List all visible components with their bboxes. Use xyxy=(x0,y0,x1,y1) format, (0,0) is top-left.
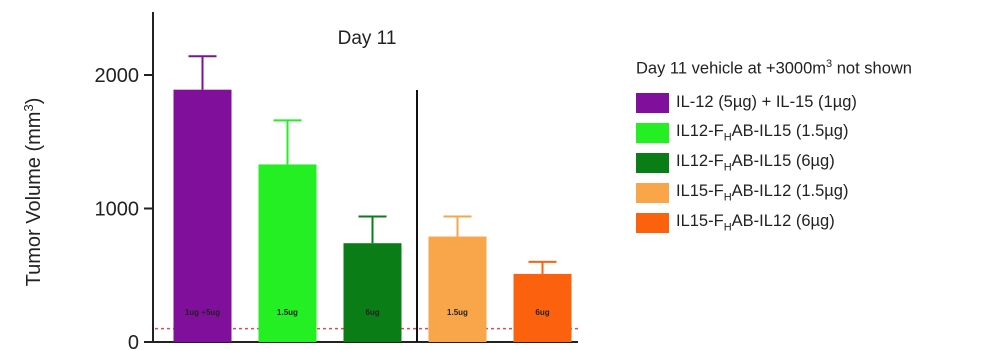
bar xyxy=(343,243,402,342)
bar-dose-label: 6ug xyxy=(535,308,549,317)
legend-swatch xyxy=(636,212,669,233)
y-tick-label: 2000 xyxy=(95,65,140,87)
bar-dose-label: 6ug xyxy=(365,308,379,317)
legend-swatch xyxy=(636,92,669,113)
bars: 1ug +5ug 1.5ug 6ug 1.5ug 6ug xyxy=(173,55,572,342)
bar-dose-label: 1.5ug xyxy=(447,308,468,317)
legend-item: IL12-FHAB-IL15 (1.5µg) xyxy=(636,118,912,148)
legend-label: IL15-FHAB-IL12 (1.5µg) xyxy=(676,181,849,204)
legend-swatch xyxy=(636,122,669,143)
y-axis-label: Tumor Volume (mm3) xyxy=(21,98,46,287)
legend-label: IL15-FHAB-IL12 (6µg) xyxy=(676,211,835,234)
legend-swatch xyxy=(636,152,669,173)
legend-item: IL-12 (5µg) + IL-15 (1µg) xyxy=(636,88,912,118)
legend-label: IL12-FHAB-IL15 (1.5µg) xyxy=(676,121,849,144)
bar xyxy=(428,236,487,342)
chart-title: Day 11 xyxy=(338,28,397,49)
legend-items: IL-12 (5µg) + IL-15 (1µg) IL12-FHAB-IL15 … xyxy=(636,88,912,238)
legend-item: IL12-FHAB-IL15 (6µg) xyxy=(636,148,912,178)
bar-dose-label: 1ug +5ug xyxy=(185,308,220,317)
legend: Day 11 vehicle at +3000m3 not shown IL-1… xyxy=(636,58,912,238)
bar xyxy=(513,273,572,342)
bar xyxy=(173,89,232,342)
bar-dose-label: 1.5ug xyxy=(277,308,298,317)
axes: 0 1000 2000 xyxy=(95,12,578,350)
y-tick-label: 1000 xyxy=(95,199,140,221)
legend-label: IL12-FHAB-IL15 (6µg) xyxy=(676,151,835,174)
legend-title: Day 11 vehicle at +3000m3 not shown xyxy=(636,58,912,78)
bar xyxy=(258,164,317,342)
y-tick-label: 0 xyxy=(128,332,139,350)
legend-label: IL-12 (5µg) + IL-15 (1µg) xyxy=(676,93,857,111)
legend-swatch xyxy=(636,182,669,203)
legend-item: IL15-FHAB-IL12 (6µg) xyxy=(636,208,912,238)
legend-item: IL15-FHAB-IL12 (1.5µg) xyxy=(636,178,912,208)
